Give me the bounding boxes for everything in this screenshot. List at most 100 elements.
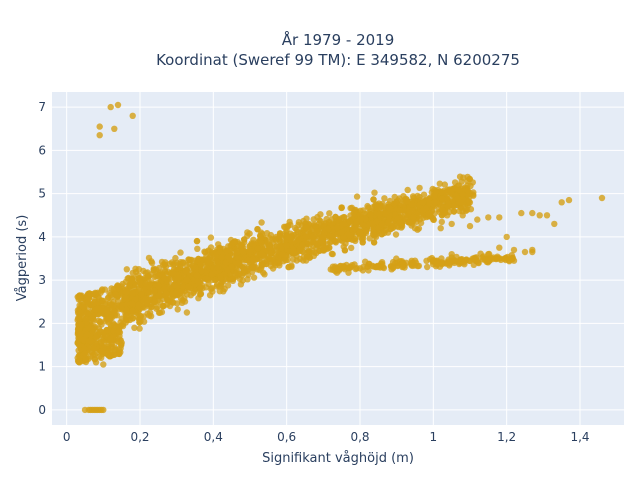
data-point	[206, 292, 214, 299]
data-point	[182, 268, 190, 275]
data-point	[485, 251, 492, 258]
data-point	[370, 196, 377, 203]
data-point	[450, 208, 458, 215]
data-point	[108, 340, 116, 347]
data-point	[396, 207, 403, 214]
data-point	[241, 236, 248, 243]
data-point	[103, 326, 110, 334]
data-point	[416, 184, 423, 192]
data-point	[183, 276, 190, 284]
data-point	[598, 194, 606, 202]
data-point	[317, 218, 324, 225]
data-point	[332, 213, 339, 221]
tick-labels: 0 0,2 0,4 0,6 0,8 1 1,2 1,4 0 1 2 3 4 5 6 7	[38, 100, 589, 444]
data-point	[233, 269, 240, 277]
data-point	[419, 199, 426, 206]
data-point	[128, 300, 136, 307]
data-point	[185, 283, 192, 290]
data-point	[334, 224, 341, 231]
data-point	[148, 258, 155, 265]
data-point	[431, 199, 438, 206]
data-point	[438, 195, 446, 202]
data-point	[178, 288, 185, 295]
data-point	[122, 312, 129, 319]
data-point	[466, 222, 474, 230]
data-point	[285, 263, 292, 271]
data-point	[283, 242, 290, 249]
data-point	[460, 174, 467, 181]
data-point	[360, 207, 367, 214]
data-point	[177, 249, 184, 256]
data-point	[536, 212, 543, 219]
data-point	[111, 321, 118, 328]
data-point	[338, 204, 345, 212]
data-point	[88, 314, 96, 322]
data-point	[100, 406, 107, 414]
data-point	[416, 193, 423, 201]
data-point	[272, 251, 279, 258]
data-point	[81, 350, 89, 357]
data-point	[222, 275, 229, 283]
data-point	[280, 258, 287, 265]
data-point	[303, 224, 310, 231]
data-point	[438, 218, 445, 226]
data-point	[551, 220, 558, 228]
data-point	[456, 260, 463, 268]
data-point	[503, 233, 510, 241]
y-tick-label: 2	[38, 316, 46, 330]
data-point	[325, 225, 332, 233]
data-point	[399, 263, 406, 271]
data-point	[170, 270, 177, 277]
data-point	[485, 257, 492, 264]
data-point	[387, 225, 394, 233]
data-point	[208, 271, 216, 278]
data-point	[148, 303, 155, 311]
data-point	[375, 263, 382, 271]
data-point	[431, 192, 438, 199]
data-point	[224, 282, 232, 289]
data-point	[276, 262, 283, 269]
data-point	[296, 247, 303, 254]
data-point	[327, 233, 335, 240]
data-point	[347, 205, 354, 212]
data-point	[411, 257, 419, 264]
data-point	[438, 212, 446, 219]
data-point	[189, 262, 196, 269]
data-point	[456, 187, 463, 194]
data-point	[448, 220, 455, 228]
data-point	[180, 283, 187, 290]
data-point	[266, 235, 273, 242]
data-point	[114, 282, 122, 290]
plot-area	[52, 92, 624, 425]
data-point	[430, 216, 437, 223]
data-point	[128, 278, 135, 285]
data-point	[295, 236, 302, 243]
data-point	[357, 216, 364, 223]
data-point	[193, 237, 201, 245]
data-point	[98, 321, 105, 328]
data-point	[87, 338, 94, 345]
data-point	[302, 233, 310, 240]
data-point	[346, 217, 353, 225]
data-point	[312, 223, 320, 230]
data-point	[448, 251, 455, 258]
data-point	[441, 181, 448, 188]
data-point	[244, 257, 251, 264]
data-point	[448, 257, 455, 264]
data-point	[266, 244, 273, 251]
data-point	[231, 238, 239, 245]
data-point	[90, 345, 98, 352]
data-point	[258, 250, 265, 258]
data-point	[565, 196, 573, 204]
data-point	[207, 244, 215, 251]
scatter-points	[74, 101, 606, 414]
data-point	[326, 244, 333, 251]
data-point	[503, 255, 510, 262]
y-tick-label: 4	[38, 230, 46, 244]
data-point	[96, 123, 103, 130]
data-point	[249, 255, 257, 263]
data-point	[98, 354, 105, 361]
x-tick-label: 0,4	[204, 430, 223, 444]
data-point	[197, 284, 204, 291]
